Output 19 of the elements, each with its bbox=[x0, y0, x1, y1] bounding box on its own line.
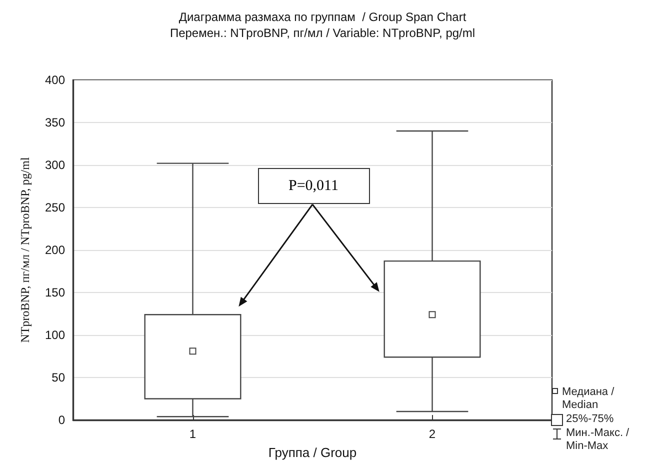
y-tick-label: 350 bbox=[44, 116, 66, 130]
x-tick-label: 1 bbox=[189, 427, 196, 441]
text: Мин.-Макс. / Min-Max bbox=[566, 427, 630, 453]
y-tick-label: 50 bbox=[52, 370, 66, 384]
y-tick-label: 100 bbox=[44, 328, 66, 342]
chart-title: Диаграмма размаха по группам / Group Span Chart bbox=[178, 10, 467, 24]
y-axis-title: NTproBNP, пг/мл / NTproBNP, pg/ml bbox=[18, 156, 32, 343]
y-tick-label: 200 bbox=[44, 243, 66, 257]
y-tick-label: 300 bbox=[44, 158, 66, 172]
y-tick-label: 250 bbox=[44, 200, 66, 214]
x-tick-label: 2 bbox=[428, 427, 436, 441]
y-tick-label: 0 bbox=[58, 413, 66, 427]
x-axis-title: Группа / Group bbox=[268, 445, 357, 460]
text: Медиана / Median bbox=[562, 386, 616, 412]
y-tick-label: 150 bbox=[44, 286, 66, 300]
note-box: P=0,011 bbox=[258, 168, 370, 204]
text: 25%-75% bbox=[566, 413, 614, 426]
y-tick-label: 400 bbox=[44, 73, 66, 87]
chart-subtitle: Перемен.: NTproBNP, пг/мл / Variable: NTproBNP, pg/ml bbox=[170, 26, 476, 40]
